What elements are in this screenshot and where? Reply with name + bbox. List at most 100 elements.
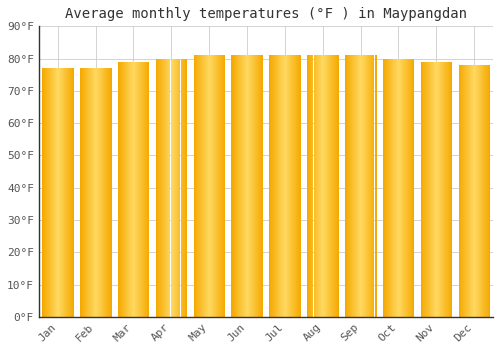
Bar	[479, 65, 480, 317]
Bar	[162, 58, 163, 317]
Bar	[334, 55, 335, 317]
Bar	[399, 58, 400, 317]
Bar	[243, 55, 244, 317]
Bar	[291, 55, 292, 317]
Bar	[325, 55, 326, 317]
Bar	[109, 68, 110, 317]
Bar	[308, 55, 309, 317]
Bar	[298, 55, 299, 317]
Bar	[161, 58, 162, 317]
Bar	[222, 55, 223, 317]
Bar	[89, 68, 90, 317]
Bar	[49, 68, 50, 317]
Bar	[408, 58, 409, 317]
Bar	[462, 65, 463, 317]
Bar	[125, 62, 126, 317]
Bar	[133, 62, 134, 317]
Bar	[428, 62, 429, 317]
Bar	[283, 55, 284, 317]
Bar	[61, 68, 62, 317]
Bar	[394, 58, 395, 317]
Bar	[171, 58, 172, 317]
Bar	[427, 62, 428, 317]
Bar	[461, 65, 462, 317]
Bar	[50, 68, 51, 317]
Bar	[333, 55, 334, 317]
Bar	[44, 68, 45, 317]
Bar	[273, 55, 274, 317]
Bar	[296, 55, 297, 317]
Bar	[47, 68, 48, 317]
Bar	[92, 68, 93, 317]
Bar	[82, 68, 83, 317]
Bar	[248, 55, 249, 317]
Bar	[366, 55, 367, 317]
Bar	[95, 68, 96, 317]
Bar	[173, 58, 174, 317]
Bar	[177, 58, 178, 317]
Bar	[242, 55, 243, 317]
Bar	[202, 55, 203, 317]
Bar	[331, 55, 332, 317]
Bar	[350, 55, 351, 317]
Bar	[255, 55, 256, 317]
Bar	[356, 55, 357, 317]
Bar	[482, 65, 483, 317]
Bar	[472, 65, 473, 317]
Bar	[474, 65, 475, 317]
Bar	[363, 55, 364, 317]
Bar	[295, 55, 296, 317]
Bar	[274, 55, 275, 317]
Bar	[429, 62, 430, 317]
Bar	[432, 62, 433, 317]
Bar	[69, 68, 70, 317]
Bar	[346, 55, 347, 317]
Bar	[249, 55, 250, 317]
Bar	[319, 55, 320, 317]
Bar	[131, 62, 132, 317]
Bar	[103, 68, 104, 317]
Bar	[354, 55, 355, 317]
Bar	[317, 55, 318, 317]
Bar	[159, 58, 160, 317]
Bar	[65, 68, 66, 317]
Bar	[386, 58, 387, 317]
Bar	[244, 55, 245, 317]
Bar	[99, 68, 100, 317]
Bar	[315, 55, 316, 317]
Bar	[260, 55, 261, 317]
Bar	[250, 55, 251, 317]
Bar	[397, 58, 398, 317]
Bar	[172, 58, 173, 317]
Bar	[81, 68, 82, 317]
Bar	[262, 55, 263, 317]
Bar	[440, 62, 442, 317]
Bar	[241, 55, 242, 317]
Bar	[160, 58, 161, 317]
Bar	[320, 55, 321, 317]
Bar	[194, 55, 195, 317]
Bar	[465, 65, 466, 317]
Bar	[163, 58, 164, 317]
Bar	[367, 55, 368, 317]
Bar	[369, 55, 370, 317]
Bar	[140, 62, 141, 317]
Bar	[233, 55, 234, 317]
Bar	[212, 55, 213, 317]
Bar	[182, 58, 183, 317]
Bar	[254, 55, 255, 317]
Bar	[67, 68, 68, 317]
Bar	[223, 55, 224, 317]
Bar	[357, 55, 358, 317]
Bar	[216, 55, 217, 317]
Bar	[52, 68, 54, 317]
Bar	[282, 55, 283, 317]
Bar	[124, 62, 125, 317]
Bar	[314, 55, 315, 317]
Bar	[392, 58, 393, 317]
Bar	[55, 68, 56, 317]
Bar	[56, 68, 57, 317]
Bar	[104, 68, 105, 317]
Bar	[64, 68, 65, 317]
Bar	[332, 55, 333, 317]
